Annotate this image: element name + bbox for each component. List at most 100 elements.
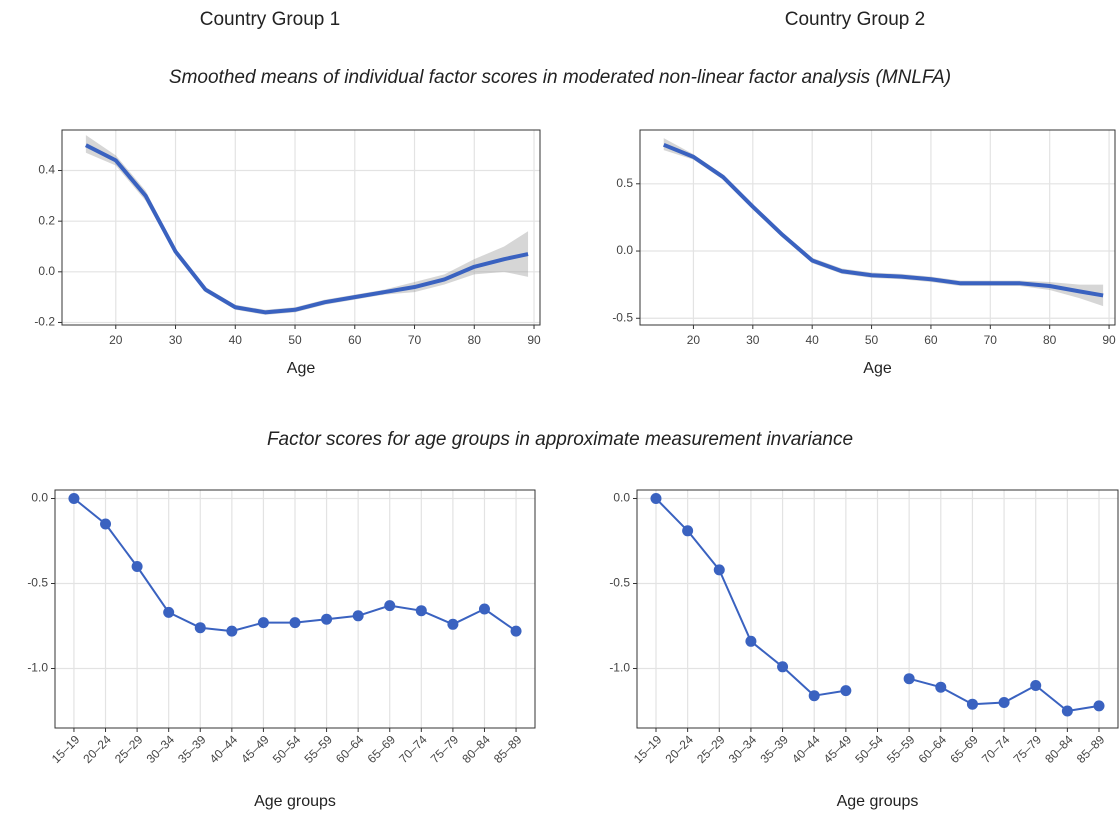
column-title: Country Group 1: [200, 9, 340, 30]
y-tick-label: 0.5: [616, 176, 633, 190]
point: [1061, 705, 1073, 717]
x-tick-label: 80–84: [1042, 732, 1076, 766]
x-tick-label: 35–39: [175, 732, 209, 766]
x-tick-label: 20–24: [80, 732, 114, 766]
x-tick-label: 60: [348, 333, 362, 347]
point: [1093, 700, 1105, 712]
x-tick-label: 20: [109, 333, 123, 347]
x-tick-label: 35–39: [757, 732, 791, 766]
x-tick-label: 50–54: [852, 732, 886, 766]
y-tick-label: 0.2: [38, 213, 55, 227]
x-tick-label: 75–79: [428, 732, 462, 766]
y-tick-label: -0.2: [34, 315, 55, 329]
x-tick-label: 15–19: [631, 732, 665, 766]
point: [966, 698, 978, 710]
x-tick-label: 90: [1102, 333, 1116, 347]
point: [478, 603, 490, 615]
x-tick-label: 85–89: [491, 732, 525, 766]
point: [226, 625, 238, 637]
y-tick-label: -0.5: [612, 310, 633, 324]
line: [662, 142, 1104, 298]
x-tick-label: 20: [687, 333, 701, 347]
plot-border: [639, 129, 1116, 326]
x-tick-label: 70–74: [979, 732, 1013, 766]
x-axis-title: Age groups: [254, 793, 336, 810]
point: [777, 661, 789, 673]
point: [998, 697, 1010, 708]
x-tick-label: 80: [1043, 333, 1057, 347]
x-tick-label: 55–59: [884, 732, 918, 766]
point: [289, 617, 301, 629]
point: [903, 673, 915, 685]
x-tick-label: 15–19: [49, 732, 83, 766]
x-tick-label: 30: [169, 333, 183, 347]
x-tick-label: 60–64: [333, 732, 367, 766]
x-tick-label: 55–59: [301, 732, 335, 766]
plot-border: [636, 489, 1119, 729]
line: [84, 143, 529, 315]
point: [384, 600, 396, 612]
x-tick-label: 90: [527, 333, 541, 347]
x-tick-label: 45–49: [821, 732, 855, 766]
x-axis-title: Age: [287, 360, 316, 377]
x-tick-label: 45–49: [238, 732, 272, 766]
x-tick-label: 85–89: [1074, 732, 1108, 766]
x-tick-label: 70: [408, 333, 422, 347]
x-tick-label: 25–29: [694, 732, 728, 766]
plot-background: [640, 130, 1115, 325]
y-tick-label: -0.5: [609, 576, 630, 590]
plot-border: [61, 129, 541, 326]
y-tick-label: 0.0: [613, 491, 630, 505]
point: [352, 610, 364, 622]
x-tick-label: 40: [229, 333, 243, 347]
point: [1030, 680, 1042, 691]
point: [68, 493, 80, 504]
point: [257, 617, 269, 629]
point: [935, 681, 947, 693]
x-tick-label: 70–74: [396, 732, 430, 766]
point: [194, 622, 206, 634]
y-tick-label: 0.0: [31, 491, 48, 505]
x-tick-label: 40: [806, 333, 820, 347]
point: [100, 518, 112, 530]
y-tick-label: 0.0: [38, 264, 55, 278]
x-tick-label: 30: [746, 333, 760, 347]
x-tick-label: 60: [924, 333, 938, 347]
point: [131, 561, 143, 572]
column-title: Country Group 2: [785, 9, 925, 30]
y-tick-label: -1.0: [27, 661, 48, 675]
plot-border: [54, 489, 536, 729]
point: [840, 685, 852, 697]
point: [415, 605, 427, 617]
x-tick-label: 40–44: [207, 732, 241, 766]
x-tick-label: 60–64: [916, 732, 950, 766]
x-tick-label: 50: [865, 333, 879, 347]
section-title: Factor scores for age groups in approxim…: [267, 429, 853, 450]
point: [321, 613, 333, 625]
x-tick-label: 30–34: [726, 732, 760, 766]
point: [745, 635, 757, 647]
point: [808, 690, 820, 702]
x-tick-label: 65–69: [947, 732, 981, 766]
section-title: Smoothed means of individual factor scor…: [169, 67, 951, 88]
x-tick-label: 80–84: [459, 732, 493, 766]
y-tick-label: 0.4: [38, 163, 55, 177]
x-tick-label: 80: [468, 333, 482, 347]
x-tick-label: 30–34: [144, 732, 178, 766]
x-tick-label: 20–24: [662, 732, 696, 766]
x-tick-label: 50–54: [270, 732, 304, 766]
point: [682, 525, 694, 537]
x-axis-title: Age groups: [837, 793, 919, 810]
point: [163, 606, 175, 618]
x-tick-label: 40–44: [789, 732, 823, 766]
x-tick-label: 70: [984, 333, 998, 347]
x-tick-label: 65–69: [365, 732, 399, 766]
y-tick-label: -0.5: [27, 576, 48, 590]
x-axis-title: Age: [863, 360, 892, 377]
point: [447, 618, 459, 630]
y-tick-label: 0.0: [616, 243, 633, 257]
x-tick-label: 50: [288, 333, 302, 347]
plot-background: [62, 130, 540, 325]
x-tick-label: 75–79: [1011, 732, 1045, 766]
